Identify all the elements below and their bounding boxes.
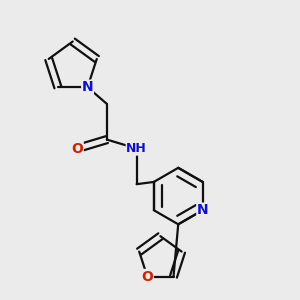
Text: O: O bbox=[71, 142, 83, 155]
Text: NH: NH bbox=[126, 142, 147, 155]
Text: N: N bbox=[197, 203, 208, 217]
Text: N: N bbox=[82, 80, 93, 94]
Text: O: O bbox=[141, 269, 153, 284]
